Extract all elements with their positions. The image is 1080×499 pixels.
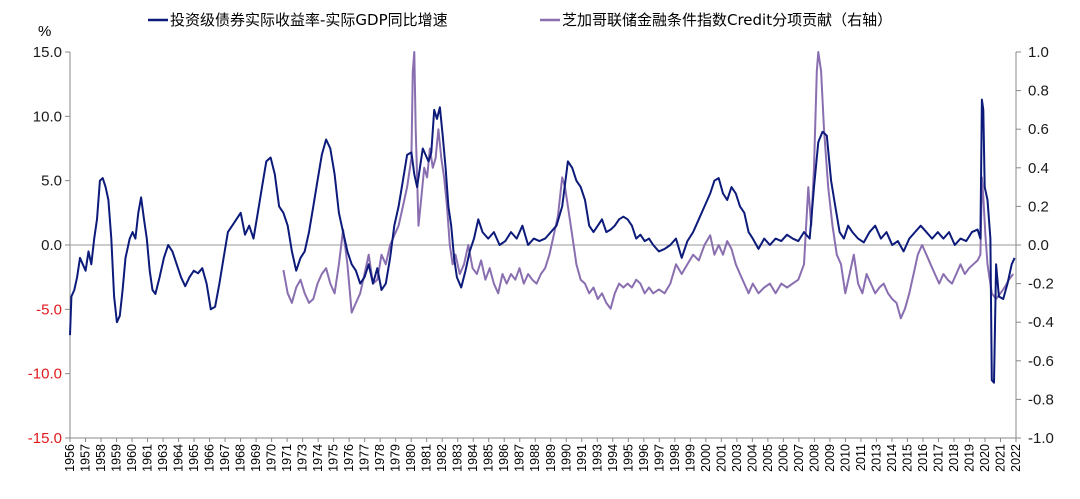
right-tick-label: 1.0 — [1028, 44, 1049, 61]
left-axis: 15.0 10.0 5.0 0.0 -5.0 -10.0 -15.0 — [28, 44, 71, 447]
x-tick-label: 1986 — [497, 444, 511, 472]
x-tick-label: 2016 — [916, 444, 930, 472]
x-tick-label: 2017 — [931, 444, 945, 472]
x-tick-label: 1982 — [435, 444, 449, 472]
left-tick-label: 5.0 — [41, 173, 62, 190]
x-tick-label: 1993 — [590, 444, 604, 472]
x-tick-label: 1988 — [528, 444, 542, 472]
x-tick-label: 2010 — [838, 444, 852, 472]
x-tick-label: 1976 — [342, 444, 356, 472]
x-tick-label: 1987 — [513, 444, 527, 472]
x-tick-label: 2019 — [962, 444, 976, 472]
left-tick-label: -10.0 — [28, 366, 62, 383]
x-tick-label: 2018 — [947, 444, 961, 472]
right-axis: 1.0 0.8 0.6 0.4 0.2 0.0 -0.2 -0.4 -0.6 -0.8 -1.0 — [1015, 44, 1054, 447]
x-tick-label: 2001 — [714, 444, 728, 472]
x-tick-label: 2007 — [792, 444, 806, 472]
x-tick-label: 1963 — [156, 444, 170, 472]
left-tick-label: 0.0 — [41, 237, 62, 254]
right-tick-label: 0.6 — [1028, 121, 1049, 138]
left-tick-label: -15.0 — [28, 430, 62, 447]
legend-item-credit-index: 芝加哥联储金融条件指数Credit分项贡献（右轴） — [540, 11, 892, 29]
x-tick-label: 2003 — [730, 444, 744, 472]
x-tick-label: 1971 — [280, 444, 294, 472]
x-tick-label: 1957 — [79, 444, 93, 472]
x-tick-label: 1974 — [311, 444, 325, 472]
left-tick-label: -5.0 — [36, 301, 62, 318]
x-tick-label: 1984 — [466, 444, 480, 472]
x-tick-label: 1959 — [110, 444, 124, 472]
x-tick-label: 2004 — [745, 444, 759, 472]
left-tick-label: 10.0 — [33, 108, 62, 125]
right-tick-label: 0.2 — [1028, 198, 1049, 215]
x-tick-label: 1960 — [125, 444, 139, 472]
legend-item-bond-spread: 投资级债券实际收益率-实际GDP同比增速 — [148, 11, 448, 29]
x-axis: 1956 1957 1958 1959 1960 1961 1963 1964 1965 1966… — [63, 244, 1023, 472]
x-tick-label: 1964 — [172, 444, 186, 472]
x-tick-label: 2011 — [854, 444, 868, 471]
x-tick-label: 1980 — [404, 444, 418, 472]
x-tick-label: 1978 — [373, 444, 387, 472]
x-tick-label: 1983 — [451, 444, 465, 472]
right-tick-label: -0.8 — [1028, 391, 1054, 408]
x-tick-label: 2020 — [978, 444, 992, 472]
x-tick-label: 2021 — [993, 444, 1007, 472]
x-tick-label: 2015 — [900, 444, 914, 472]
x-tick-label: 1995 — [621, 444, 635, 472]
x-tick-label: 2008 — [807, 444, 821, 472]
right-tick-label: -0.6 — [1028, 353, 1054, 370]
x-tick-label: 1961 — [141, 444, 155, 472]
x-tick-label: 2005 — [761, 444, 775, 472]
x-tick-label: 1981 — [420, 444, 434, 472]
x-tick-label: 1965 — [187, 444, 201, 472]
x-tick-label: 2014 — [885, 444, 899, 472]
x-tick-label: 2009 — [823, 444, 837, 472]
x-tick-label: 1975 — [327, 444, 341, 472]
x-tick-label: 2022 — [1009, 444, 1023, 472]
x-tick-label: 1969 — [249, 444, 263, 472]
x-tick-label: 1973 — [296, 444, 310, 472]
x-tick-label: 1999 — [683, 444, 697, 472]
x-tick-label: 1970 — [265, 444, 279, 472]
left-axis-unit-label: % — [38, 23, 51, 40]
series-layer — [69, 51, 1016, 384]
x-tick-label: 1977 — [358, 444, 372, 472]
x-tick-label: 1956 — [63, 444, 77, 472]
legend-label-bond-spread: 投资级债券实际收益率-实际GDP同比增速 — [170, 11, 448, 29]
right-tick-label: 0.0 — [1028, 237, 1049, 254]
x-tick-label: 1966 — [203, 444, 217, 472]
x-tick-label: 1979 — [389, 444, 403, 472]
x-tick-label: 2013 — [869, 444, 883, 472]
left-tick-label: 15.0 — [33, 44, 62, 61]
x-tick-label: 2006 — [776, 444, 790, 472]
legend-label-credit-index: 芝加哥联储金融条件指数Credit分项贡献（右轴） — [562, 11, 892, 29]
right-tick-label: -0.4 — [1028, 314, 1054, 331]
x-tick-label: 1990 — [559, 444, 573, 472]
right-tick-label: 0.4 — [1028, 160, 1049, 177]
right-tick-label: -1.0 — [1028, 430, 1054, 447]
series-line-credit-index — [282, 51, 1014, 320]
right-tick-label: -0.2 — [1028, 276, 1054, 293]
x-tick-label: 1989 — [544, 444, 558, 472]
x-tick-label: 1991 — [575, 444, 589, 472]
x-tick-label: 1968 — [234, 444, 248, 472]
series-line-bond-spread — [69, 98, 1016, 384]
x-tick-label: 1985 — [482, 444, 496, 472]
x-tick-label: 1958 — [94, 444, 108, 472]
x-tick-label: 1994 — [606, 444, 620, 472]
legend: 投资级债券实际收益率-实际GDP同比增速 芝加哥联储金融条件指数Credit分项… — [148, 11, 892, 29]
x-tick-label: 2000 — [699, 444, 713, 472]
right-tick-label: 0.8 — [1028, 83, 1049, 100]
x-tick-label: 1997 — [652, 444, 666, 472]
x-tick-label: 1998 — [668, 444, 682, 472]
x-tick-label: 1967 — [218, 444, 232, 472]
x-tick-label: 1996 — [637, 444, 651, 472]
